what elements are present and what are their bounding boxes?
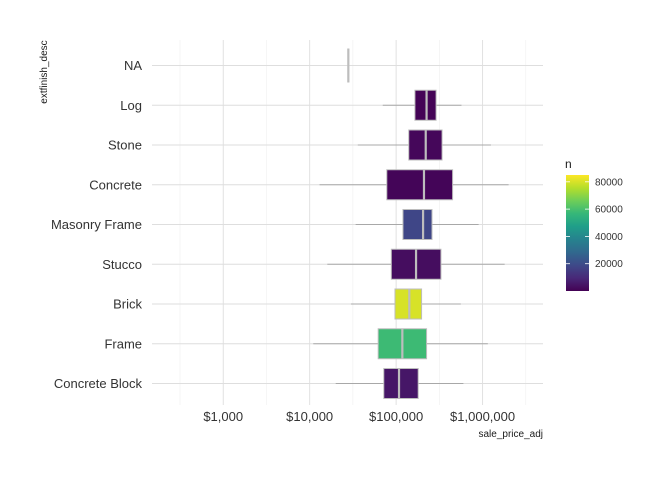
- box-iqr: [402, 209, 433, 240]
- box-brick: [350, 288, 461, 320]
- y-tick-label: Stucco: [102, 257, 142, 272]
- legend: n 20000 40000 60000 80000: [565, 157, 623, 291]
- box-concrete: [319, 169, 509, 201]
- y-tick-label: Brick: [113, 297, 142, 312]
- y-tick-label: Concrete: [89, 177, 142, 192]
- box-frame: [313, 328, 488, 360]
- x-tick-label: $100,000: [369, 409, 423, 424]
- box-concrete-block: [335, 368, 464, 399]
- x-axis-tick-labels: $1,000 $10,000 $100,000 $1,000,000: [203, 409, 515, 424]
- legend-ticks: 20000 40000 60000 80000: [566, 177, 623, 270]
- y-tick-label: NA: [124, 58, 142, 73]
- x-axis-title: sale_price_adj: [479, 429, 544, 440]
- box-masonry-frame: [355, 209, 479, 240]
- x-tick-label: $1,000: [203, 409, 243, 424]
- box-stone: [357, 129, 491, 161]
- grid-lines: [152, 40, 543, 405]
- x-tick-label: $1,000,000: [450, 409, 515, 424]
- legend-tick-label: 80000: [595, 177, 623, 188]
- box-log: [382, 89, 462, 121]
- box-stucco: [327, 248, 505, 280]
- box-iqr: [383, 368, 419, 399]
- y-tick-label: Stone: [108, 138, 142, 153]
- legend-tick-label: 20000: [595, 259, 623, 270]
- x-tick-label: $10,000: [286, 409, 333, 424]
- y-tick-label: Masonry Frame: [51, 217, 142, 232]
- y-axis-title: extfinish_desc: [39, 40, 50, 103]
- legend-title: n: [565, 157, 572, 171]
- y-axis-tick-labels: Concrete Block Frame Brick Stucco Masonry Fr…: [51, 58, 143, 391]
- legend-tick-label: 60000: [595, 205, 623, 216]
- legend-tick-label: 40000: [595, 232, 623, 243]
- y-tick-label: Concrete Block: [54, 376, 143, 391]
- box-iqr: [386, 169, 454, 201]
- y-tick-label: Log: [120, 98, 142, 113]
- y-tick-label: Frame: [104, 336, 142, 351]
- boxes-layer: [313, 48, 509, 399]
- legend-colorbar: [566, 175, 589, 291]
